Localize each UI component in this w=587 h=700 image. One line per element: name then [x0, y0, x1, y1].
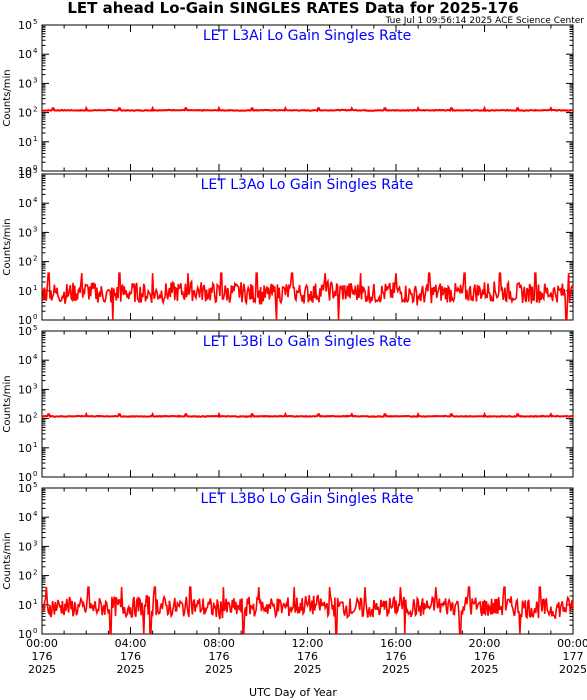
y-tick-exponent: 4 — [33, 196, 38, 204]
y-tick-exponent: 0 — [33, 164, 37, 172]
y-tick-exponent: 3 — [33, 225, 37, 233]
x-tick-label: 00:00 — [26, 637, 58, 650]
y-tick-label: 10 — [18, 19, 32, 32]
x-tick-label: 00:00 — [557, 637, 587, 650]
y-tick-exponent: 3 — [33, 539, 37, 547]
y-tick-exponent: 2 — [33, 106, 37, 114]
series-line — [41, 272, 574, 321]
x-tick-label: 176 — [120, 650, 141, 663]
y-tick-label: 10 — [18, 168, 32, 181]
y-axis-label: Counts/min — [2, 375, 13, 432]
panel-frame — [41, 24, 574, 172]
panel-title: LET L3Bo Lo Gain Singles Rate — [200, 491, 413, 507]
y-tick-exponent: 0 — [33, 627, 37, 635]
figure-title: LET ahead Lo-Gain SINGLES RATES Data for… — [67, 0, 518, 17]
y-tick-label: 10 — [18, 325, 32, 338]
y-axis-label: Counts/min — [2, 218, 13, 275]
y-tick-label: 10 — [18, 442, 32, 455]
x-tick-label: 12:00 — [292, 637, 324, 650]
y-tick-exponent: 2 — [33, 569, 37, 577]
y-tick-exponent: 3 — [33, 76, 37, 84]
y-tick-exponent: 5 — [33, 481, 37, 489]
y-tick-label: 10 — [18, 197, 32, 210]
y-tick-exponent: 0 — [33, 313, 37, 321]
x-tick-label: 2025 — [471, 663, 499, 676]
y-tick-exponent: 1 — [33, 441, 37, 449]
y-tick-exponent: 4 — [33, 510, 38, 518]
series-line — [41, 586, 574, 635]
panel-title: LET L3Ao Lo Gain Singles Rate — [201, 177, 414, 193]
y-tick-label: 10 — [18, 285, 32, 298]
x-axis-label: UTC Day of Year — [249, 686, 337, 699]
x-tick-label: 176 — [474, 650, 495, 663]
panel-title: LET L3Bi Lo Gain Singles Rate — [203, 334, 411, 350]
figure-timestamp: Tue Jul 1 09:56:14 2025 ACE Science Cent… — [385, 16, 585, 26]
y-tick-label: 10 — [18, 383, 32, 396]
y-tick-exponent: 2 — [33, 412, 37, 420]
x-tick-label: 176 — [32, 650, 53, 663]
y-tick-exponent: 3 — [33, 382, 37, 390]
panel-title: LET L3Ai Lo Gain Singles Rate — [203, 28, 411, 44]
y-tick-label: 10 — [18, 256, 32, 269]
y-tick-exponent: 1 — [33, 284, 37, 292]
x-tick-label: 04:00 — [115, 637, 147, 650]
y-tick-label: 10 — [18, 107, 32, 120]
x-tick-label: 2025 — [28, 663, 56, 676]
y-tick-label: 10 — [18, 413, 32, 426]
series-line — [42, 411, 574, 419]
x-tick-label: 176 — [209, 650, 230, 663]
y-tick-label: 10 — [18, 136, 32, 149]
x-tick-label: 2025 — [117, 663, 145, 676]
x-tick-label: 176 — [297, 650, 318, 663]
y-tick-label: 10 — [18, 599, 32, 612]
y-tick-label: 10 — [18, 48, 32, 61]
y-tick-label: 10 — [18, 165, 32, 178]
y-tick-exponent: 1 — [33, 598, 37, 606]
y-tick-label: 10 — [18, 354, 32, 367]
series-line — [41, 105, 574, 113]
y-tick-label: 10 — [18, 77, 32, 90]
y-tick-exponent: 4 — [33, 353, 38, 361]
x-tick-label: 16:00 — [380, 637, 412, 650]
y-tick-exponent: 0 — [33, 470, 37, 478]
y-tick-label: 10 — [18, 570, 32, 583]
y-tick-exponent: 4 — [33, 47, 38, 55]
x-axis: 00:00176202504:00176202508:00176202512:0… — [26, 637, 587, 676]
y-tick-exponent: 5 — [33, 324, 37, 332]
x-tick-label: 2025 — [294, 663, 322, 676]
panel-frame — [41, 330, 574, 478]
y-tick-label: 10 — [18, 471, 32, 484]
y-tick-exponent: 2 — [33, 255, 37, 263]
y-tick-label: 10 — [18, 511, 32, 524]
x-tick-label: 176 — [386, 650, 407, 663]
y-tick-label: 10 — [18, 482, 32, 495]
y-tick-exponent: 5 — [33, 167, 37, 175]
y-tick-label: 10 — [18, 628, 32, 641]
x-tick-label: 177 — [563, 650, 584, 663]
y-tick-exponent: 1 — [33, 135, 37, 143]
x-tick-label: 08:00 — [203, 637, 235, 650]
x-tick-label: 2025 — [382, 663, 410, 676]
y-tick-exponent: 5 — [33, 18, 37, 26]
x-tick-label: 2025 — [559, 663, 587, 676]
y-tick-label: 10 — [18, 540, 32, 553]
x-tick-label: 2025 — [205, 663, 233, 676]
y-axis-label: Counts/min — [2, 532, 13, 589]
x-tick-label: 20:00 — [469, 637, 501, 650]
y-tick-label: 10 — [18, 314, 32, 327]
y-tick-label: 10 — [18, 226, 32, 239]
y-axis-label: Counts/min — [2, 69, 13, 126]
